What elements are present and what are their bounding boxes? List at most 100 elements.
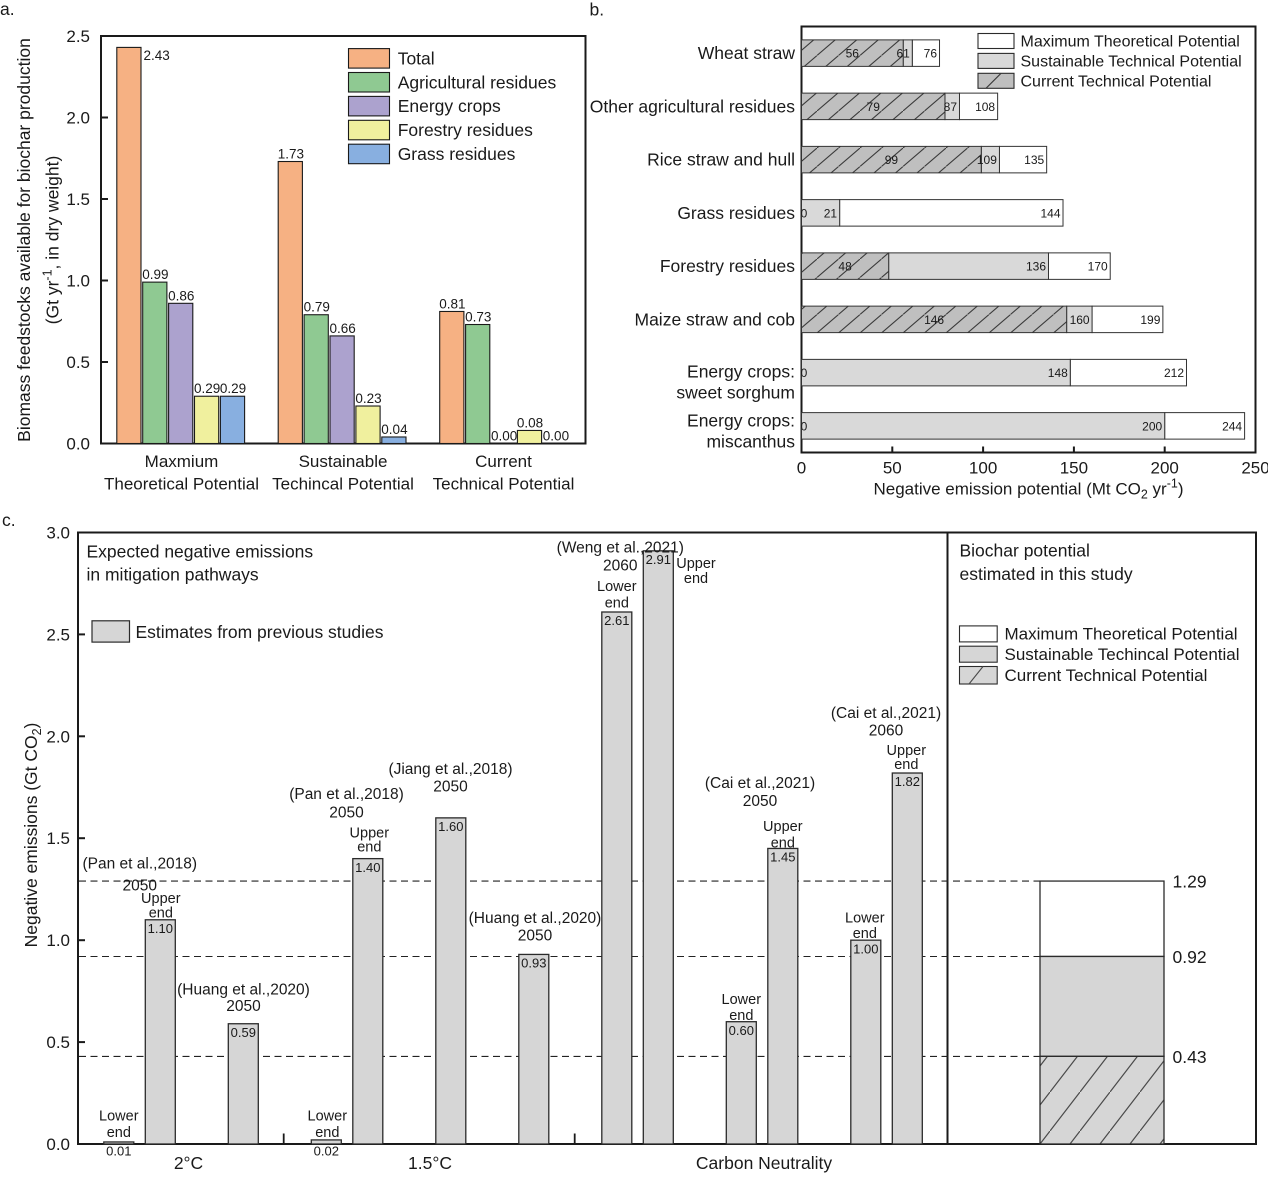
svg-text:0.0: 0.0 xyxy=(46,1135,70,1154)
svg-text:1.0: 1.0 xyxy=(66,272,90,291)
svg-text:Energy crops:: Energy crops: xyxy=(687,361,795,381)
svg-text:2.0: 2.0 xyxy=(66,109,90,128)
svg-text:199: 199 xyxy=(1140,313,1160,327)
svg-text:Maize straw and cob: Maize straw and cob xyxy=(635,309,796,329)
svg-text:1.60: 1.60 xyxy=(438,819,463,834)
svg-text:Techincal Potential: Techincal Potential xyxy=(272,475,414,494)
svg-text:2050: 2050 xyxy=(329,805,364,822)
svg-text:1.73: 1.73 xyxy=(278,147,304,162)
svg-text:(Huang et al.,2020): (Huang et al.,2020) xyxy=(177,982,310,999)
svg-text:Current Technical Potential: Current Technical Potential xyxy=(1021,73,1212,90)
svg-text:108: 108 xyxy=(975,100,995,114)
svg-text:Upper: Upper xyxy=(763,819,803,835)
svg-text:212: 212 xyxy=(1164,366,1184,380)
svg-text:2.5: 2.5 xyxy=(66,27,90,46)
svg-text:146: 146 xyxy=(924,313,944,327)
svg-text:0.00: 0.00 xyxy=(543,429,569,444)
svg-text:Negative emission potential (M: Negative emission potential (Mt CO2 yr-1… xyxy=(873,477,1183,502)
svg-text:end: end xyxy=(357,840,381,856)
svg-text:1.82: 1.82 xyxy=(895,774,920,789)
svg-text:(Weng et al.,2021): (Weng et al.,2021) xyxy=(557,539,684,556)
svg-text:50: 50 xyxy=(883,459,902,478)
svg-text:Negative emissions (Gt CO2): Negative emissions (Gt CO2) xyxy=(21,723,44,948)
svg-text:2050: 2050 xyxy=(518,928,553,945)
svg-text:end: end xyxy=(729,1008,753,1024)
svg-text:0.02: 0.02 xyxy=(314,1144,339,1159)
svg-text:estimated in this study: estimated in this study xyxy=(960,564,1133,584)
svg-text:Maximum Theoretical Potential: Maximum Theoretical Potential xyxy=(1021,34,1240,51)
svg-text:0.79: 0.79 xyxy=(304,300,330,315)
svg-text:0.5: 0.5 xyxy=(46,1033,70,1052)
svg-text:2.5: 2.5 xyxy=(46,625,70,644)
svg-text:Biochar potential: Biochar potential xyxy=(960,541,1090,561)
svg-text:0.66: 0.66 xyxy=(330,321,356,336)
svg-text:Energy crops: Energy crops xyxy=(398,96,501,116)
svg-text:136: 136 xyxy=(1026,260,1046,274)
svg-text:0.04: 0.04 xyxy=(381,422,408,437)
svg-text:2050: 2050 xyxy=(743,793,778,810)
svg-text:0.00: 0.00 xyxy=(491,429,517,444)
svg-text:0.92: 0.92 xyxy=(1173,947,1207,967)
svg-text:(Pan et al.,2018): (Pan et al.,2018) xyxy=(289,786,404,803)
svg-text:1.29: 1.29 xyxy=(1173,872,1207,892)
svg-text:end: end xyxy=(684,571,708,587)
svg-text:Grass residues: Grass residues xyxy=(677,203,795,223)
svg-text:Total: Total xyxy=(398,48,435,68)
svg-text:Current Technical Potential: Current Technical Potential xyxy=(1005,666,1208,685)
svg-text:Biomass feedstocks available f: Biomass feedstocks available for biochar… xyxy=(14,38,34,442)
svg-text:Wheat straw: Wheat straw xyxy=(698,43,796,63)
svg-text:61: 61 xyxy=(896,47,910,61)
svg-text:0: 0 xyxy=(797,459,806,478)
svg-text:Lower: Lower xyxy=(845,910,885,926)
svg-text:0: 0 xyxy=(801,419,808,433)
svg-text:0: 0 xyxy=(801,366,808,380)
svg-text:1.45: 1.45 xyxy=(770,850,795,865)
svg-text:1.0: 1.0 xyxy=(46,931,70,950)
svg-text:76: 76 xyxy=(924,47,938,61)
svg-text:1.00: 1.00 xyxy=(853,941,878,956)
svg-text:2.61: 2.61 xyxy=(604,613,629,628)
svg-text:end: end xyxy=(605,595,629,611)
svg-text:244: 244 xyxy=(1222,419,1242,433)
svg-text:c.: c. xyxy=(2,510,16,530)
svg-text:miscanthus: miscanthus xyxy=(706,431,795,451)
svg-text:0.99: 0.99 xyxy=(142,267,168,282)
svg-text:79: 79 xyxy=(867,100,881,114)
svg-text:0.93: 0.93 xyxy=(521,956,546,971)
svg-text:Lower: Lower xyxy=(722,992,762,1008)
svg-text:1.40: 1.40 xyxy=(355,860,380,875)
svg-text:2060: 2060 xyxy=(869,723,904,740)
svg-text:Energy crops:: Energy crops: xyxy=(687,410,795,430)
svg-text:0: 0 xyxy=(801,206,808,220)
svg-text:0.73: 0.73 xyxy=(465,310,491,325)
svg-text:(Gt yr-1, in dry weight): (Gt yr-1, in dry weight) xyxy=(41,156,63,325)
svg-text:Expected negative emissions: Expected negative emissions xyxy=(87,542,314,562)
svg-text:end: end xyxy=(107,1125,131,1141)
svg-text:(Jiang et al.,2018): (Jiang et al.,2018) xyxy=(388,761,512,778)
svg-text:a.: a. xyxy=(0,0,15,19)
svg-text:0.29: 0.29 xyxy=(220,381,246,396)
svg-text:Other agricultural residues: Other agricultural residues xyxy=(590,96,795,116)
svg-text:sweet sorghum: sweet sorghum xyxy=(676,383,795,403)
svg-text:200: 200 xyxy=(1142,419,1162,433)
svg-text:0.81: 0.81 xyxy=(439,297,465,312)
svg-text:150: 150 xyxy=(1060,459,1088,478)
svg-text:48: 48 xyxy=(838,260,852,274)
svg-text:Lower: Lower xyxy=(99,1109,139,1125)
svg-text:Upper: Upper xyxy=(887,743,927,759)
svg-text:170: 170 xyxy=(1088,260,1108,274)
svg-text:0.86: 0.86 xyxy=(168,288,194,303)
svg-text:in mitigation pathways: in mitigation pathways xyxy=(87,565,259,585)
svg-text:0.01: 0.01 xyxy=(106,1144,131,1159)
svg-text:Maximum Theoretical Potential: Maximum Theoretical Potential xyxy=(1005,625,1238,644)
svg-text:Forestry residues: Forestry residues xyxy=(660,256,795,276)
svg-text:0.0: 0.0 xyxy=(66,435,90,454)
svg-text:Upper: Upper xyxy=(141,891,181,907)
svg-text:1.5: 1.5 xyxy=(46,829,70,848)
svg-text:end: end xyxy=(894,757,918,773)
svg-text:Technical Potential: Technical Potential xyxy=(433,475,575,494)
svg-text:2.91: 2.91 xyxy=(646,552,671,567)
svg-text:2.0: 2.0 xyxy=(46,727,70,746)
svg-text:Theoretical Potential: Theoretical Potential xyxy=(104,475,259,494)
svg-text:2060: 2060 xyxy=(603,558,638,575)
